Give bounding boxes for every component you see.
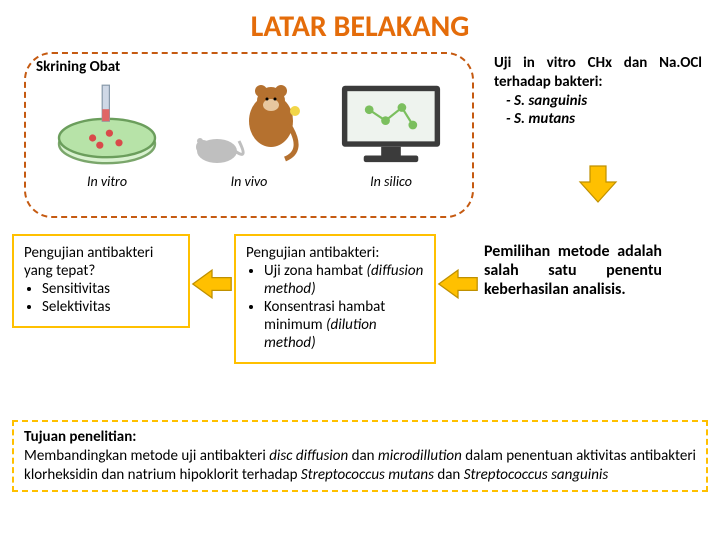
box-left-b2: Selektivitas <box>42 298 178 316</box>
box-right: Pemilihan metode adalah salah satu penen… <box>480 234 666 307</box>
box-left: Pengujian antibakteri yang tepat? Sensit… <box>12 234 190 328</box>
caption-invivo: In vivo <box>189 173 309 190</box>
box-mid-heading: Pengujian antibakteri: <box>246 244 424 262</box>
species-1: S. sanguinis <box>506 92 702 111</box>
box-mid-b2: Konsentrasi hambat minimum (dilution met… <box>264 298 424 352</box>
uji-heading: Uji in vitro CHx dan Na.OCl terhadap bak… <box>494 54 702 92</box>
arrow-down-icon <box>576 164 620 204</box>
caption-invitro: In vitro <box>47 173 167 190</box>
computer-icon <box>331 81 451 171</box>
page-title: LATAR BELAKANG <box>0 0 720 45</box>
arrow-left-icon <box>436 268 480 300</box>
screening-panel: Skrining Obat In vitro <box>24 52 474 218</box>
box-mid-list: Uji zona hambat (diffusion method) Konse… <box>264 262 424 352</box>
box-mid: Pengujian antibakteri: Uji zona hambat (… <box>234 234 436 364</box>
uji-text: Uji in vitro CHx dan Na.OCl terhadap bak… <box>494 54 702 129</box>
tujuan-box: Tujuan penelitian: Membandingkan metode … <box>12 420 708 492</box>
middle-row: Pengujian antibakteri yang tepat? Sensit… <box>12 234 710 374</box>
box-left-heading: Pengujian antibakteri yang tepat? <box>24 244 178 280</box>
screening-label: Skrining Obat <box>36 58 120 76</box>
box-left-b1: Sensitivitas <box>42 280 178 298</box>
petri-icon <box>47 81 167 171</box>
animals-icon <box>189 81 309 171</box>
species-2: S. mutans <box>506 110 702 129</box>
tujuan-body: Membandingkan metode uji antibakteri dis… <box>24 447 696 485</box>
box-mid-b1: Uji zona hambat (diffusion method) <box>264 262 424 298</box>
uji-species-list: S. sanguinis S. mutans <box>506 92 702 130</box>
box-left-list: Sensitivitas Selektivitas <box>42 280 178 316</box>
caption-insilico: In silico <box>331 173 451 190</box>
arrow-left-icon <box>190 268 234 300</box>
tujuan-heading: Tujuan penelitian: <box>24 428 696 447</box>
screening-icons: In vitro In vivo <box>36 80 462 190</box>
